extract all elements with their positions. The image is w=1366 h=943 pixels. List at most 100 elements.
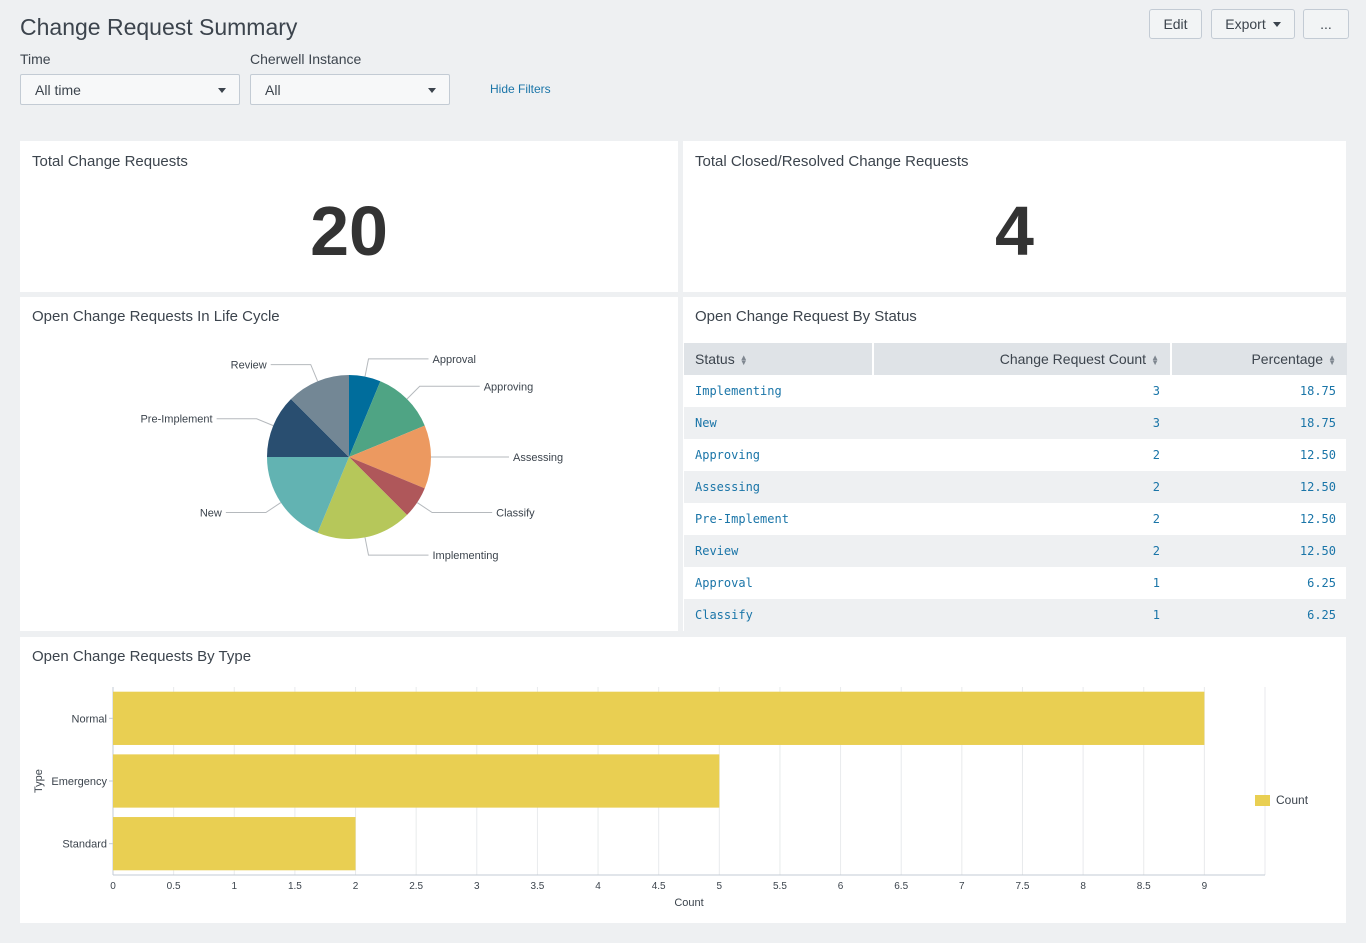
pie-slice-assessing[interactable] [349,425,431,489]
y-tick-label: Standard [62,839,107,851]
instance-filter-label: Cherwell Instance [250,51,362,67]
instance-select[interactable]: All [250,74,450,105]
pie-leader-line [406,385,480,400]
pie-label: Pre-Implement [140,414,212,426]
x-tick-label: 8 [1080,881,1086,892]
edit-button[interactable]: Edit [1149,9,1202,39]
lifecycle-panel: Open Change Requests In Life Cycle Appro… [20,297,678,631]
status-cell[interactable]: Approving [695,448,761,462]
x-tick-label: 8.5 [1137,881,1151,892]
hide-filters-link[interactable]: Hide Filters [490,82,551,96]
time-filter-label: Time [20,51,51,67]
status-cell[interactable]: Assessing [684,471,873,503]
pie-leader-line [416,502,493,514]
status-cell[interactable]: New [684,407,873,439]
bar-standard[interactable] [113,817,356,871]
table-row[interactable]: Classify 1 6.25 [684,599,1347,631]
pie-leader-line [364,358,429,377]
count-cell[interactable]: 1 [873,599,1171,631]
pie-leader-line [216,418,274,427]
sort-icon: ▲ ▼ [1151,353,1159,368]
pie-slice-pre-implement[interactable] [267,399,349,457]
legend-swatch [1255,794,1270,806]
caret-down-icon [218,88,226,93]
table-row[interactable]: Implementing 3 18.75 [684,375,1347,407]
status-cell[interactable]: Implementing [695,384,782,398]
count-cell[interactable]: 2 [873,535,1171,567]
y-tick-label: Normal [72,713,107,725]
bar-emergency[interactable] [113,754,720,808]
pie-slice-new[interactable] [267,457,349,533]
x-tick-label: 9 [1202,881,1208,892]
y-axis-label: Type [33,769,45,793]
count-cell[interactable]: 2 [1152,448,1160,462]
pie-slice-review[interactable] [291,375,349,457]
closed-requests-panel: Total Closed/Resolved Change Requests 4 [683,141,1346,292]
y-tick-label: Emergency [51,776,107,788]
percentage-cell[interactable]: 12.50 [1299,512,1336,526]
status-cell[interactable]: Pre-Implement [695,512,789,526]
instance-select-value: All [265,81,281,98]
x-tick-label: 0.5 [167,881,181,892]
count-cell[interactable]: 3 [873,407,1171,439]
column-header-count[interactable]: Change Request Count ▲ ▼ [873,343,1172,375]
x-tick-label: 6.5 [894,881,908,892]
pie-slice-implementing[interactable] [317,457,407,539]
pie-label: Implementing [433,550,499,562]
pie-slice-classify[interactable] [349,457,425,515]
caret-down-icon [428,88,436,93]
panel-title: Total Change Requests [32,153,188,170]
type-panel: Open Change Requests By Type 0 0.5 1 1.5 2 2.… [20,637,1346,923]
percentage-cell[interactable]: 6.25 [1307,576,1336,590]
legend-label: Count [1276,793,1309,807]
count-cell[interactable]: 3 [1152,384,1160,398]
lifecycle-pie-chart: Approval Approving Assessing Classify Implem… [140,354,563,562]
bar-normal[interactable] [113,691,1205,745]
x-tick-label: 7.5 [1016,881,1030,892]
table-row[interactable]: Assessing 2 12.50 [684,471,1347,503]
total-requests-value[interactable]: 20 [310,192,388,270]
count-cell[interactable]: 1 [1152,576,1160,590]
export-button[interactable]: Export [1211,9,1295,39]
percentage-cell[interactable]: 18.75 [1299,384,1336,398]
table-row[interactable]: New 3 18.75 [684,407,1347,439]
more-actions-button[interactable]: ... [1303,9,1349,39]
x-tick-label: 0 [110,881,116,892]
x-tick-label: 4 [595,881,601,892]
pie-leader-line [364,537,429,556]
x-tick-label: 5 [717,881,723,892]
table-row[interactable]: Approving 2 12.50 [684,439,1347,471]
column-header-status[interactable]: Status ▲ ▼ [684,343,874,375]
caret-down-icon [1272,21,1281,27]
pie-slice-approval[interactable] [349,375,381,457]
x-tick-label: 2 [353,881,359,892]
table-row[interactable]: Approval 1 6.25 [684,567,1347,599]
time-select[interactable]: All time [20,74,240,105]
percentage-cell[interactable]: 18.75 [1171,407,1347,439]
x-tick-label: 5.5 [773,881,787,892]
closed-requests-value[interactable]: 4 [995,192,1034,270]
count-cell[interactable]: 2 [873,471,1171,503]
count-cell[interactable]: 2 [1152,512,1160,526]
percentage-cell[interactable]: 12.50 [1171,535,1347,567]
percentage-cell[interactable]: 6.25 [1171,599,1347,631]
panel-title: Total Closed/Resolved Change Requests [695,153,969,170]
status-cell[interactable]: Approval [695,576,753,590]
pie-label: Classify [496,508,535,520]
pie-label: Approving [484,381,534,393]
status-cell[interactable]: Classify [684,599,873,631]
panel-title: Open Change Requests By Type [32,648,252,665]
chart-legend[interactable]: Count [1255,793,1308,807]
total-requests-panel: Total Change Requests 20 [20,141,678,292]
column-header-percentage[interactable]: Percentage ▲ ▼ [1171,343,1347,375]
pie-label: Review [231,360,267,372]
table-row[interactable]: Review 2 12.50 [684,535,1347,567]
percentage-cell[interactable]: 12.50 [1171,471,1347,503]
table-row[interactable]: Pre-Implement 2 12.50 [684,503,1347,535]
pie-slice-approving[interactable] [349,381,425,457]
panel-title: Open Change Requests In Life Cycle [32,308,280,325]
x-tick-label: 2.5 [409,881,423,892]
percentage-cell[interactable]: 12.50 [1299,448,1336,462]
page-title: Change Request Summary [20,14,298,40]
status-cell[interactable]: Review [684,535,873,567]
